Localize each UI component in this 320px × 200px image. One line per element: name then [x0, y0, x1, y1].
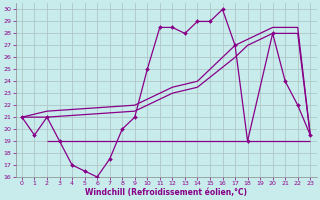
X-axis label: Windchill (Refroidissement éolien,°C): Windchill (Refroidissement éolien,°C)	[85, 188, 247, 197]
